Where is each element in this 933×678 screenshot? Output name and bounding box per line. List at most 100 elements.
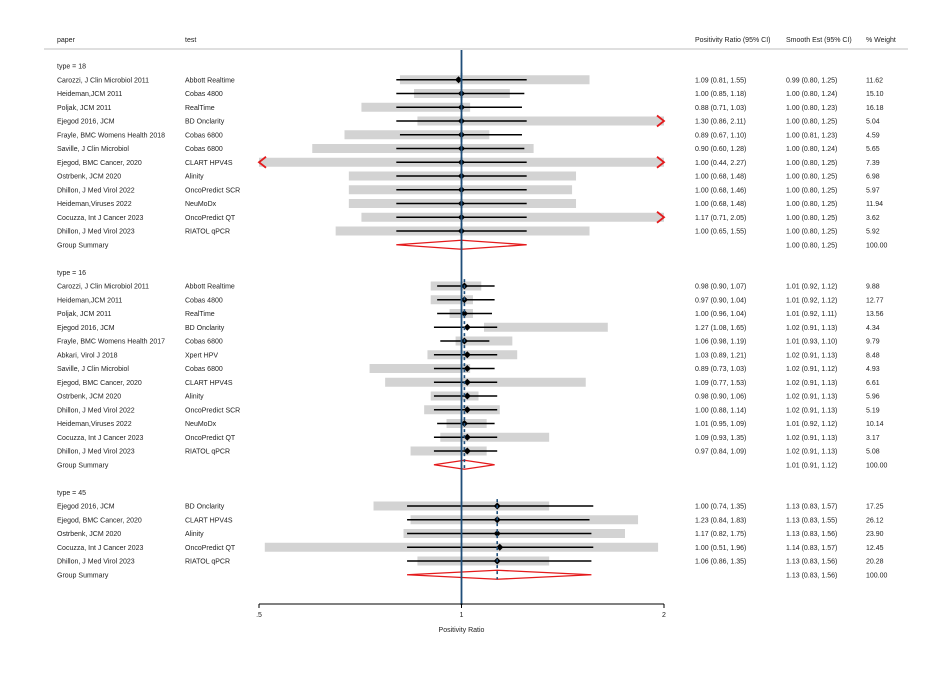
summary-weight: 100.00 (866, 462, 888, 469)
test-label: Abbott Realtime (185, 77, 235, 84)
table-row: Dhillon, J Med Virol 2023 RIATOL qPCR 1.06… (57, 556, 884, 566)
smooth-value: 1.02 (0.91, 1.13) (786, 352, 837, 359)
smooth-value: 1.00 (0.80, 1.25) (786, 201, 837, 208)
test-label: RIATOL qPCR (185, 229, 230, 236)
smooth-value: 1.00 (0.80, 1.24) (786, 146, 837, 153)
table-row: Heideman,Viruses 2022 NeuMoDx 1.00 (0.68, … (57, 199, 883, 208)
test-label: CLART HPV4S (185, 517, 233, 524)
test-label: Alinity (185, 394, 204, 401)
summary-weight: 100.00 (866, 572, 888, 579)
estimate-marker (463, 433, 471, 441)
smooth-value: 1.00 (0.80, 1.25) (786, 187, 837, 194)
estimate-marker (455, 76, 463, 84)
smooth-value: 1.00 (0.80, 1.25) (786, 174, 837, 181)
paper-label: Carozzi, J Clin Microbiol 2011 (57, 284, 149, 291)
paper-label: Saville, J Clin Microbiol (57, 366, 129, 373)
weight-value: 12.77 (866, 297, 884, 304)
ratio-value: 1.23 (0.84, 1.83) (695, 517, 746, 524)
smooth-value: 1.00 (0.80, 1.25) (786, 229, 837, 236)
weight-value: 9.79 (866, 339, 880, 346)
ci-clipped-right-arrow (656, 114, 666, 128)
paper-label: Poljak, JCM 2011 (57, 105, 111, 112)
ratio-value: 1.17 (0.71, 2.05) (695, 215, 746, 222)
paper-label: Ejegod 2016, JCM (57, 119, 115, 126)
group-label: type = 45 (57, 490, 86, 497)
table-row: Dhillon, J Med Virol 2022 OncoPredict SCR… (57, 185, 880, 195)
paper-label: Dhillon, J Med Virol 2023 (57, 559, 135, 566)
smooth-value: 1.00 (0.81, 1.23) (786, 132, 837, 139)
rows-layer: type = 18 Carozzi, J Clin Microbiol 2011 A… (57, 50, 888, 605)
estimate-marker (496, 543, 504, 551)
weight-value: 3.62 (866, 215, 880, 222)
smooth-value: 1.01 (0.92, 1.12) (786, 284, 837, 291)
weight-value: 6.98 (866, 174, 880, 181)
paper-label: Dhillon, J Med Virol 2022 (57, 187, 135, 194)
smooth-value: 1.02 (0.91, 1.13) (786, 407, 837, 414)
estimate-marker (463, 447, 471, 455)
weight-value: 16.18 (866, 105, 884, 112)
paper-label: Dhillon, J Med Virol 2022 (57, 407, 135, 414)
summary-label: Group Summary (57, 242, 109, 249)
table-row: Poljak, JCM 2011 RealTime 0.88 (0.71, 1.03… (57, 102, 884, 112)
group-1: type = 16 Carozzi, J Clin Microbiol 2011 A… (57, 270, 888, 470)
weight-value: 20.28 (866, 559, 884, 566)
x-axis: .5 1 2 Positivity Ratio (256, 603, 666, 634)
weight-value: 5.04 (866, 119, 880, 126)
paper-label: Ejegod 2016, JCM (57, 504, 115, 511)
ratio-value: 1.09 (0.81, 1.55) (695, 77, 746, 84)
ratio-value: 1.00 (0.68, 1.48) (695, 174, 746, 181)
table-row: Frayle, BMC Womens Health 2017 Cobas 6800… (57, 336, 880, 346)
table-row: Dhillon, J Med Virol 2023 RIATOL qPCR 1.00… (57, 226, 880, 236)
smooth-value: 0.99 (0.80, 1.25) (786, 77, 837, 84)
group-summary-row: Group Summary 1.01 (0.91, 1.12) 100.00 (57, 459, 888, 470)
test-label: RealTime (185, 105, 215, 112)
test-label: OncoPredict QT (185, 545, 236, 552)
x-tick-label: 2 (662, 612, 666, 619)
paper-label: Heideman,JCM 2011 (57, 297, 122, 304)
table-row: Cocuzza, Int J Cancer 2023 OncoPredict QT… (57, 432, 880, 442)
weight-value: 11.94 (866, 201, 883, 208)
ratio-value: 1.00 (0.88, 1.14) (695, 407, 746, 414)
ratio-value: 1.00 (0.68, 1.46) (695, 187, 746, 194)
paper-label: Poljak, JCM 2011 (57, 311, 111, 318)
group-0: type = 18 Carozzi, J Clin Microbiol 2011 A… (57, 64, 888, 250)
weight-value: 13.56 (866, 311, 884, 318)
ratio-value: 1.00 (0.74, 1.35) (695, 504, 746, 511)
ratio-value: 0.98 (0.90, 1.07) (695, 284, 746, 291)
ratio-value: 0.97 (0.84, 1.09) (695, 449, 746, 456)
table-row: Heideman,Viruses 2022 NeuMoDx 1.01 (0.95, … (57, 419, 884, 428)
test-label: NeuMoDx (185, 201, 217, 208)
table-row: Dhillon, J Med Virol 2023 RIATOL qPCR 0.97… (57, 446, 880, 456)
smooth-value: 1.13 (0.83, 1.57) (786, 504, 837, 511)
weight-value: 17.25 (866, 504, 884, 511)
estimate-marker (463, 323, 471, 331)
weight-value: 26.12 (866, 517, 884, 524)
summary-value: 1.01 (0.91, 1.12) (786, 462, 837, 469)
test-label: OncoPredict SCR (185, 407, 240, 414)
smooth-value: 1.02 (0.91, 1.13) (786, 449, 837, 456)
smooth-value: 1.00 (0.80, 1.25) (786, 160, 837, 167)
test-label: Abbott Realtime (185, 284, 235, 291)
smooth-value: 1.00 (0.80, 1.25) (786, 119, 837, 126)
estimate-marker (463, 406, 471, 414)
paper-label: Ejegod, BMC Cancer, 2020 (57, 160, 142, 167)
test-label: Cobas 6800 (185, 366, 223, 373)
table-row: Heideman,JCM 2011 Cobas 4800 0.97 (0.90, 1… (57, 295, 884, 305)
table-row: Ejegod 2016, JCM BD Onclarity 1.27 (1.08, … (57, 322, 880, 332)
test-label: CLART HPV4S (185, 380, 233, 387)
paper-label: Ejegod, BMC Cancer, 2020 (57, 380, 142, 387)
summary-diamond (433, 459, 495, 470)
estimate-marker (460, 310, 468, 317)
ratio-value: 1.09 (0.93, 1.35) (695, 435, 746, 442)
table-row: Carozzi, J Clin Microbiol 2011 Abbott Rea… (57, 281, 880, 291)
table-row: Ostrbenk, JCM 2020 Alinity 1.17 (0.82, 1.7… (57, 529, 884, 538)
ci-bar (483, 322, 608, 332)
paper-label: Heideman,Viruses 2022 (57, 201, 132, 208)
smooth-value: 1.01 (0.92, 1.12) (786, 421, 837, 428)
test-label: RIATOL qPCR (185, 559, 230, 566)
x-axis-title: Positivity Ratio (439, 627, 485, 634)
ratio-value: 0.98 (0.90, 1.06) (695, 394, 746, 401)
weight-value: 15.10 (866, 91, 884, 98)
test-label: NeuMoDx (185, 421, 217, 428)
weight-value: 10.14 (866, 421, 884, 428)
